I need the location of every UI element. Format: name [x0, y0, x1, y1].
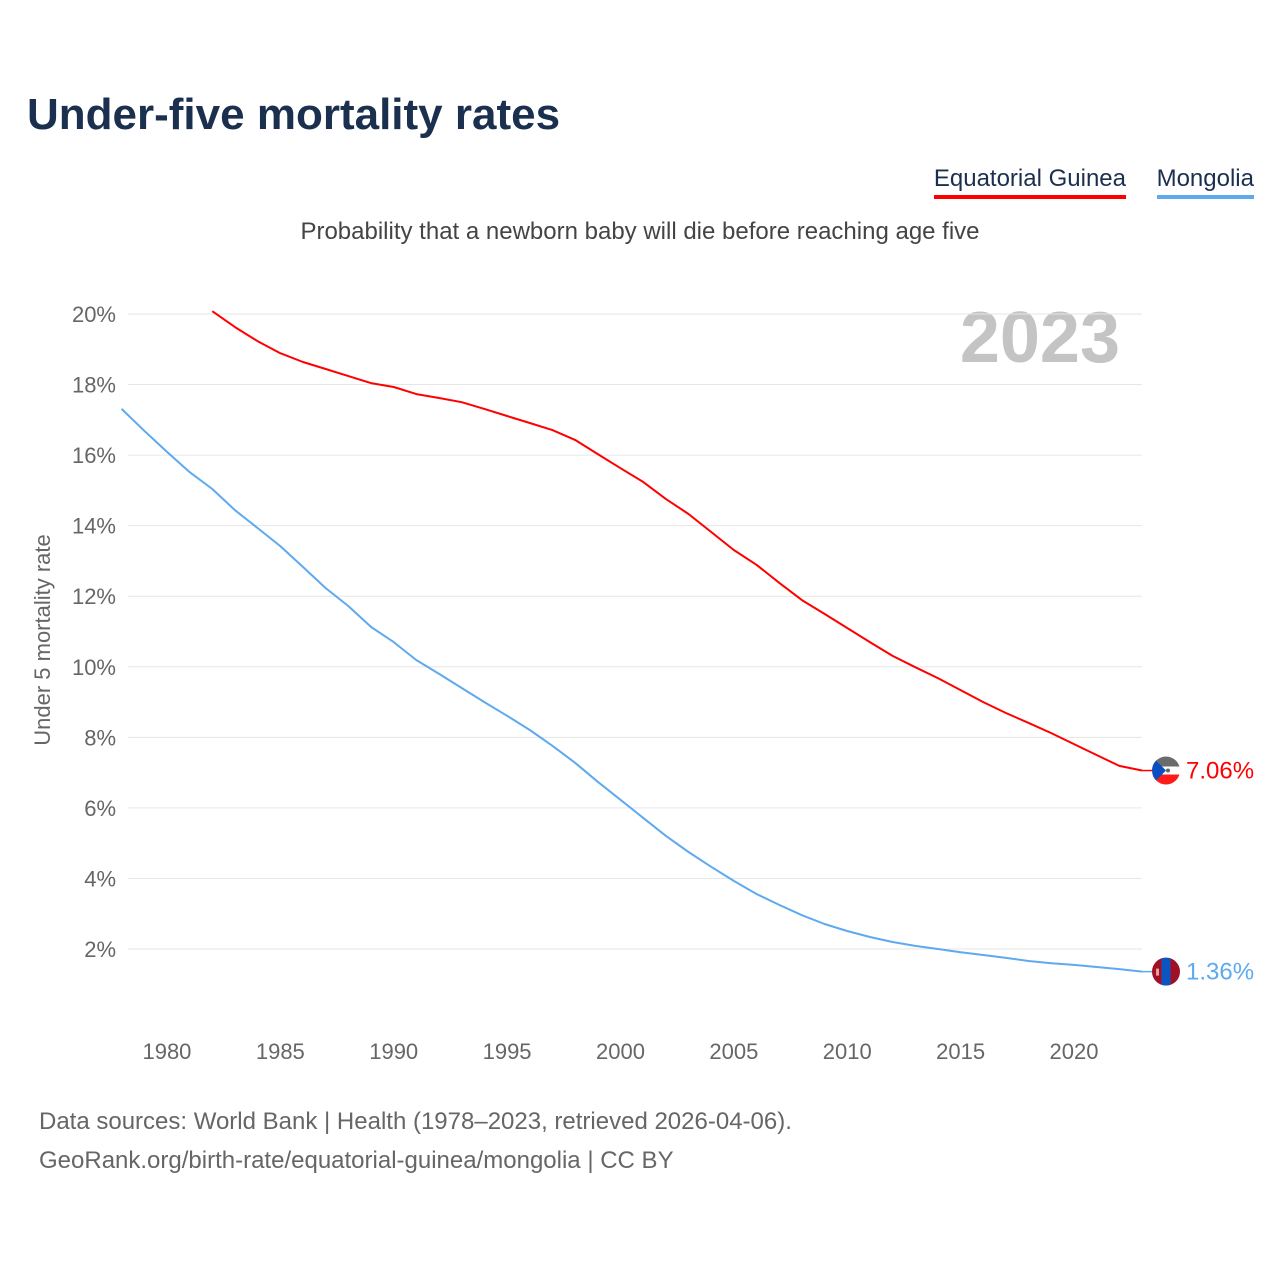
x-tick-label: 2000 [596, 1039, 645, 1064]
y-tick-label: 14% [72, 514, 116, 539]
y-tick-label: 4% [84, 866, 116, 891]
data-source: Data sources: World Bank | Health (1978–… [39, 1108, 792, 1135]
x-tick-label: 2010 [823, 1039, 872, 1064]
y-tick-label: 16% [72, 443, 116, 468]
end-value-label: 1.36% [1186, 959, 1254, 986]
x-tick-label: 2015 [936, 1039, 985, 1064]
y-tick-label: 12% [72, 584, 116, 609]
y-tick-label: 8% [84, 725, 116, 750]
x-tick-label: 2020 [1049, 1039, 1098, 1064]
y-tick-label: 18% [72, 373, 116, 398]
legend-equatorial-guinea[interactable]: Equatorial Guinea [933, 165, 1126, 199]
y-tick-label: 20% [72, 302, 116, 327]
x-tick-label: 1985 [256, 1039, 305, 1064]
y-tick-label: 2% [84, 937, 116, 962]
chart-title: Under-five mortality rates [27, 90, 561, 139]
x-tick-label: 1990 [369, 1039, 418, 1064]
x-tick-label: 1995 [483, 1039, 532, 1064]
series-line-equatorial-guinea [211, 310, 1143, 772]
series-line-mongolia [120, 408, 1143, 973]
equatorial-guinea-flag-icon [1152, 756, 1180, 785]
year-watermark: 2023 [960, 298, 1120, 378]
y-tick-label: 6% [84, 796, 116, 821]
y-tick-label: 10% [72, 655, 116, 680]
y-axis-label: Under 5 mortality rate [30, 534, 55, 746]
legend-mongolia[interactable]: Mongolia [1156, 165, 1254, 199]
end-value-label: 7.06% [1186, 758, 1254, 785]
x-tick-label: 1980 [142, 1039, 191, 1064]
mongolia-flag-icon [1152, 957, 1180, 986]
x-tick-label: 2005 [709, 1039, 758, 1064]
source-url[interactable]: GeoRank.org/birth-rate/equatorial-guinea… [39, 1147, 674, 1174]
chart-subtitle: Probability that a newborn baby will die… [300, 218, 980, 245]
